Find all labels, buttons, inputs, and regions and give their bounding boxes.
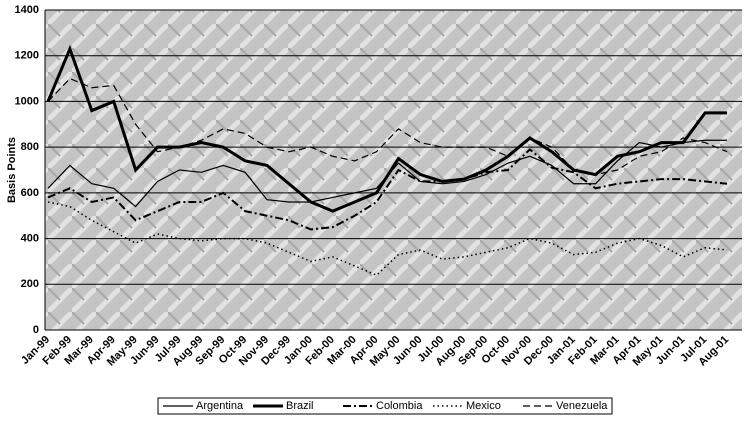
series-line bbox=[47, 148, 728, 231]
y-tick-label: 200 bbox=[21, 278, 39, 290]
series-line bbox=[46, 44, 727, 213]
series-line bbox=[47, 77, 728, 176]
y-tick-label: 0 bbox=[33, 324, 39, 336]
y-tick-label: 800 bbox=[21, 141, 39, 153]
y-tick-label: 1000 bbox=[15, 95, 39, 107]
y-tick-label: 600 bbox=[21, 187, 39, 199]
legend-label: Brazil bbox=[286, 400, 314, 412]
legend bbox=[157, 397, 613, 415]
y-axis-label: Basis Points bbox=[6, 137, 18, 203]
y-tick-label: 400 bbox=[21, 232, 39, 244]
legend-label: Colombia bbox=[376, 400, 423, 412]
legend-label: Mexico bbox=[466, 400, 501, 412]
legend-label: Venezuela bbox=[556, 400, 608, 412]
y-tick-label: 1400 bbox=[15, 4, 39, 16]
plot-area bbox=[45, 10, 742, 330]
y-tick-label: 1200 bbox=[15, 50, 39, 62]
legend-label: Argentina bbox=[196, 400, 244, 412]
